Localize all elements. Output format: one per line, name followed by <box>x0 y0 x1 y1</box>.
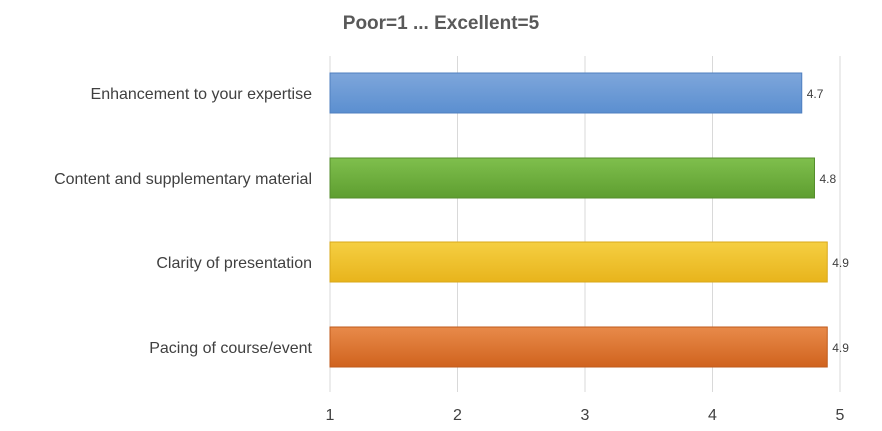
data-label-3: 4.9 <box>832 256 849 270</box>
category-label-3: Clarity of presentation <box>156 255 312 272</box>
category-label-2: Content and supplementary material <box>54 171 312 188</box>
data-label-4: 4.9 <box>832 341 849 355</box>
bar-4 <box>329 326 828 368</box>
x-tick-label-3: 3 <box>581 407 590 424</box>
chart-title: Poor=1 ... Excellent=5 <box>343 13 540 34</box>
data-labels: 4.7 4.8 4.9 4.9 <box>807 87 850 355</box>
x-tick-label-2: 2 <box>453 407 462 424</box>
category-label-4: Pacing of course/event <box>149 340 312 357</box>
data-label-1: 4.7 <box>807 87 824 101</box>
x-tick-label-5: 5 <box>836 407 845 424</box>
x-tick-label-4: 4 <box>708 407 717 424</box>
data-label-2: 4.8 <box>820 172 837 186</box>
bar-2 <box>329 157 815 199</box>
x-tick-label-1: 1 <box>326 407 335 424</box>
category-labels: Enhancement to your expertise Content and… <box>54 86 312 357</box>
bars-layer <box>329 72 828 368</box>
bar-1 <box>329 72 803 114</box>
x-axis-tick-labels: 1 2 3 4 5 <box>326 407 845 424</box>
bar-3 <box>329 241 828 283</box>
category-label-1: Enhancement to your expertise <box>91 86 313 103</box>
